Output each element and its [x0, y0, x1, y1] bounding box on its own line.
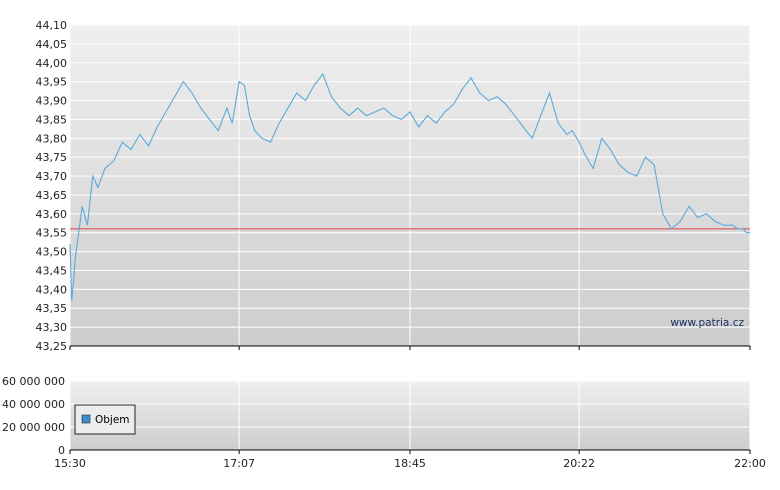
- price-y-tick-label: 43,85: [36, 113, 68, 126]
- price-gridlines: [69, 24, 751, 347]
- volume-x-tick-label: 15:30: [54, 457, 86, 470]
- volume-x-tick-label: 18:45: [394, 457, 426, 470]
- legend-swatch-objem: [81, 414, 91, 424]
- volume-panel: 0 20 000 000 40 000 000 60 000 000 15:30 17:…: [2, 375, 766, 470]
- price-y-tick-label: 44,00: [36, 57, 68, 70]
- price-y-tick-label: 43,65: [36, 189, 68, 202]
- volume-x-axis: 15:30 17:07 18:45 20:22 22:00: [54, 449, 766, 470]
- price-y-tick-label: 43,25: [36, 340, 68, 353]
- volume-y-axis: 0 20 000 000 40 000 000 60 000 000: [2, 375, 65, 457]
- price-y-tick-label: 43,35: [36, 302, 68, 315]
- volume-y-tick-label: 20 000 000: [2, 421, 65, 434]
- watermark: www.patria.cz: [670, 317, 744, 329]
- price-y-tick-label: 43,60: [36, 208, 68, 221]
- price-y-tick-label: 43,75: [36, 151, 68, 164]
- price-panel: 43,25 43,30 43,35 43,40 43,45 43,50 43,55 43,60…: [36, 19, 751, 353]
- price-y-tick-label: 43,70: [36, 170, 68, 183]
- price-y-tick-label: 43,80: [36, 132, 68, 145]
- price-y-tick-label: 43,95: [36, 76, 68, 89]
- volume-x-tick-label: 17:07: [223, 457, 255, 470]
- price-y-tick-label: 43,30: [36, 321, 68, 334]
- price-x-axis: [69, 345, 751, 350]
- price-y-axis: 43,25 43,30 43,35 43,40 43,45 43,50 43,55 43,60…: [36, 19, 68, 353]
- price-y-tick-label: 44,05: [36, 38, 68, 51]
- price-series-line: [69, 72, 750, 301]
- legend-label-objem: Objem: [95, 414, 130, 426]
- price-y-tick-label: 43,55: [36, 227, 68, 240]
- volume-legend: Objem: [74, 404, 136, 435]
- price-y-tick-label: 43,90: [36, 95, 68, 108]
- volume-x-tick-label: 22:00: [734, 457, 766, 470]
- price-y-tick-label: 43,50: [36, 246, 68, 259]
- volume-y-tick-label: 60 000 000: [2, 375, 65, 388]
- volume-x-tick-label: 20:22: [563, 457, 595, 470]
- volume-y-tick-label: 40 000 000: [2, 398, 65, 411]
- price-y-tick-label: 44,10: [36, 19, 68, 32]
- volume-y-tick-label: 0: [58, 444, 65, 457]
- price-y-tick-label: 43,45: [36, 264, 68, 277]
- price-y-tick-label: 43,40: [36, 283, 68, 296]
